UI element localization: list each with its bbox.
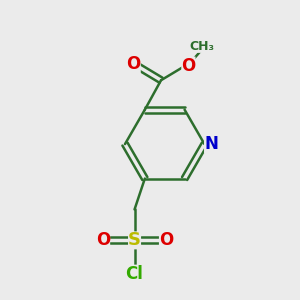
Text: O: O — [159, 231, 173, 249]
Text: O: O — [96, 231, 110, 249]
Text: O: O — [181, 56, 196, 74]
Text: Cl: Cl — [126, 265, 143, 283]
Text: S: S — [128, 231, 141, 249]
Text: N: N — [204, 135, 218, 153]
Text: CH₃: CH₃ — [190, 40, 215, 53]
Text: O: O — [127, 55, 141, 73]
